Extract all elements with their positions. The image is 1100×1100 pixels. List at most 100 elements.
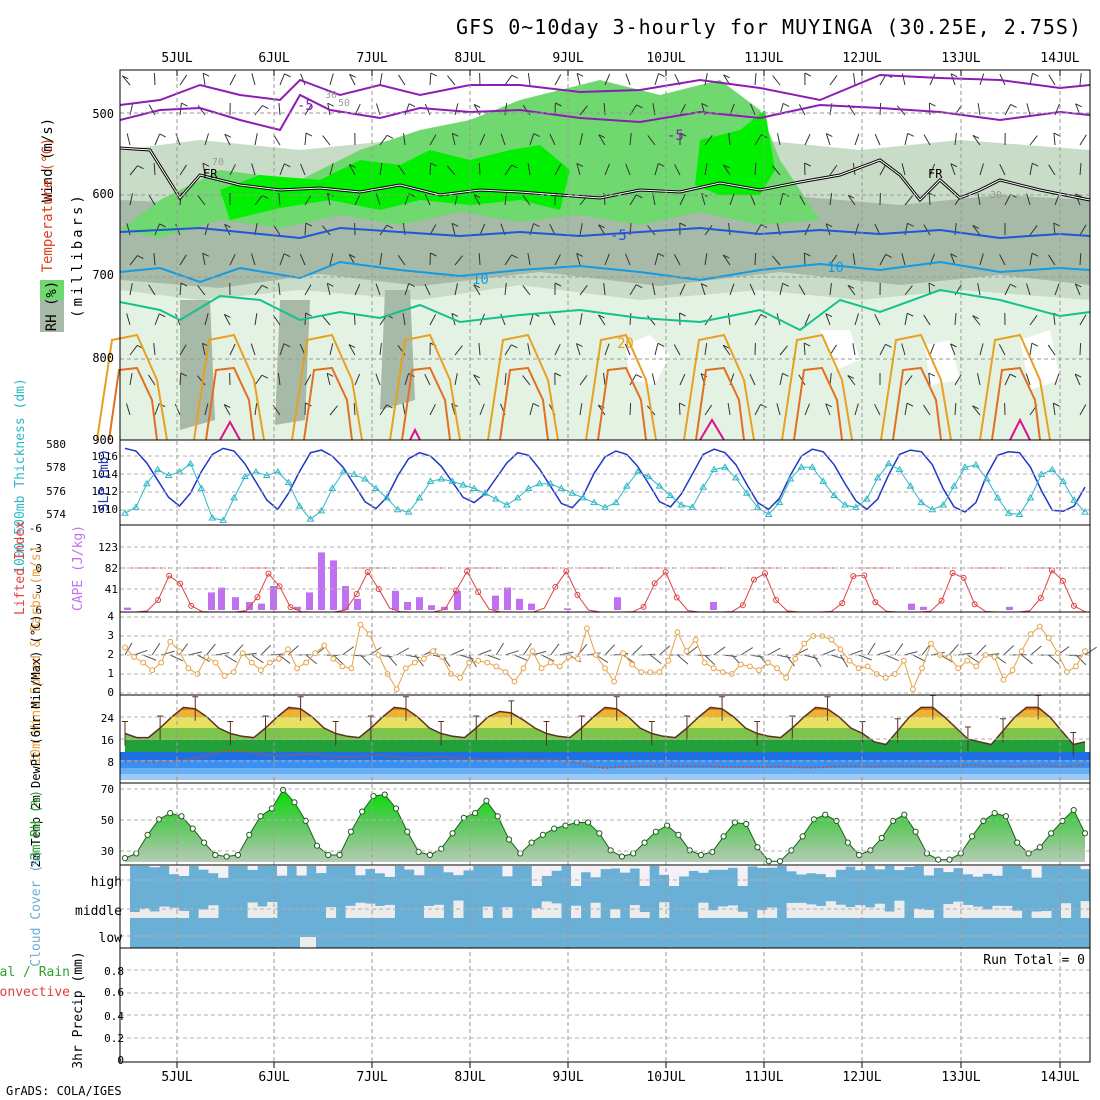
wind-barb xyxy=(522,375,531,386)
wind-barb xyxy=(754,404,762,416)
wind-barb xyxy=(979,253,984,266)
thickness-point xyxy=(372,484,380,491)
wind-barb xyxy=(126,133,131,146)
wind10-point xyxy=(430,648,436,655)
x-label-bottom-10JUL: 10JUL xyxy=(646,1070,685,1085)
cloud-high-gap xyxy=(1080,866,1091,870)
temp-band-28 xyxy=(125,717,1085,728)
wind10-barb xyxy=(822,649,836,656)
wind-barb xyxy=(554,343,561,356)
wind-barb xyxy=(126,313,131,326)
chart-title: GFS 0~10day 3-hourly for MUYINGA (30.25E… xyxy=(456,15,1082,39)
wind-barb xyxy=(527,343,531,356)
thickness-point xyxy=(1070,496,1078,503)
cloud-middle-gap xyxy=(816,905,827,918)
wind-barb xyxy=(500,313,506,326)
thickness-point xyxy=(382,493,391,501)
x-label-top-10JUL: 10JUL xyxy=(646,51,685,66)
wind-barb-flag xyxy=(511,164,518,169)
wind10-barb xyxy=(523,643,532,656)
thickness-point xyxy=(972,460,980,468)
rh2m-point xyxy=(1059,817,1066,825)
wind-barb-flag xyxy=(408,283,415,288)
cloud-middle-gap xyxy=(375,905,386,918)
wind-barb xyxy=(454,345,463,356)
wind-barb xyxy=(251,253,256,266)
wind-barb-flag xyxy=(636,104,643,109)
wind10-point xyxy=(167,638,174,645)
lifted-index-point xyxy=(475,589,482,596)
wind-barb xyxy=(803,342,806,356)
wind-barb xyxy=(972,315,981,326)
wind-barb-flag xyxy=(262,105,269,109)
cloud-middle-gap xyxy=(963,905,974,918)
wind-barb-flag xyxy=(782,282,789,287)
wind-barb-flag xyxy=(305,132,313,137)
wind10-point xyxy=(248,659,255,666)
cloud-high-gap xyxy=(404,866,415,870)
wind-barb xyxy=(1047,344,1056,356)
wind-barb xyxy=(375,283,381,296)
wind-barb xyxy=(129,283,133,296)
cloud-high-gap xyxy=(629,866,640,869)
cloud-middle-gap xyxy=(972,906,983,918)
wind10-point xyxy=(701,659,708,666)
rh2m-point xyxy=(584,819,592,826)
slp-tick-1010: 1010 xyxy=(92,503,119,516)
thickness-point xyxy=(590,498,598,506)
wind-barb xyxy=(972,225,981,236)
panel-frame-8 xyxy=(119,947,1091,1063)
wind-barb xyxy=(179,254,187,266)
wind-barb xyxy=(874,313,881,326)
wind-barb-flag xyxy=(224,313,231,318)
cloud-middle-gap xyxy=(835,904,846,918)
rh-legend-swatch-2 xyxy=(40,300,64,332)
slp-series xyxy=(124,447,1086,513)
cloud-high-gap xyxy=(365,866,376,869)
contour-label-20: 20 xyxy=(617,336,634,352)
wind10-point xyxy=(140,659,147,666)
wind-barb xyxy=(153,162,156,176)
wind10-point xyxy=(366,631,373,637)
wind-barb-flag xyxy=(533,133,540,138)
cloud-high-gap xyxy=(767,866,778,868)
rh2m-panel xyxy=(121,786,1089,865)
cloud-high-gap xyxy=(1021,866,1032,870)
wind-barb-flag xyxy=(408,103,416,108)
wind-barb xyxy=(229,253,236,266)
precip-tick-04: 0.4 xyxy=(104,1010,124,1023)
wind-barb xyxy=(1048,254,1056,266)
cape-bar xyxy=(330,560,337,610)
wind-barb xyxy=(772,165,781,176)
wind-barb xyxy=(928,373,931,386)
wind-barb xyxy=(1004,373,1011,386)
wind-barb xyxy=(829,164,838,176)
wind-barb xyxy=(300,73,306,86)
wind-barb-flag xyxy=(576,253,583,257)
wind10-point xyxy=(737,661,744,668)
wind-barb xyxy=(804,223,811,236)
cloud-middle-gap xyxy=(502,907,513,918)
axis-titles: Wind (m/s) Temperature (°C) RH (%) (mill… xyxy=(0,118,112,1069)
grid-lines xyxy=(120,70,1090,1062)
lifted-index-point xyxy=(276,583,283,590)
contour-temp-minus5 xyxy=(119,93,1091,132)
wind-barb xyxy=(402,313,406,326)
cape-bar xyxy=(306,592,313,610)
wind10-panel xyxy=(122,621,1097,693)
wind-barb xyxy=(674,164,681,176)
wind10-tick-2: 2 xyxy=(107,648,114,661)
cloud-high-gap xyxy=(816,866,827,875)
wind-barb xyxy=(704,253,708,266)
wind-barb xyxy=(576,343,581,356)
wind10-point xyxy=(420,655,427,662)
wind-barb xyxy=(754,314,762,326)
wind-barb-flag xyxy=(1075,103,1082,108)
wind10-barb xyxy=(631,644,643,656)
wind-barb-flag xyxy=(782,102,790,107)
wind-barb xyxy=(473,194,481,206)
ylabel-wind10: 10m Wind Speed & Barbs (m/s) xyxy=(29,545,44,764)
wind-barb xyxy=(673,254,681,266)
wind-barb xyxy=(722,344,731,356)
cloud-middle-gap xyxy=(590,902,601,918)
